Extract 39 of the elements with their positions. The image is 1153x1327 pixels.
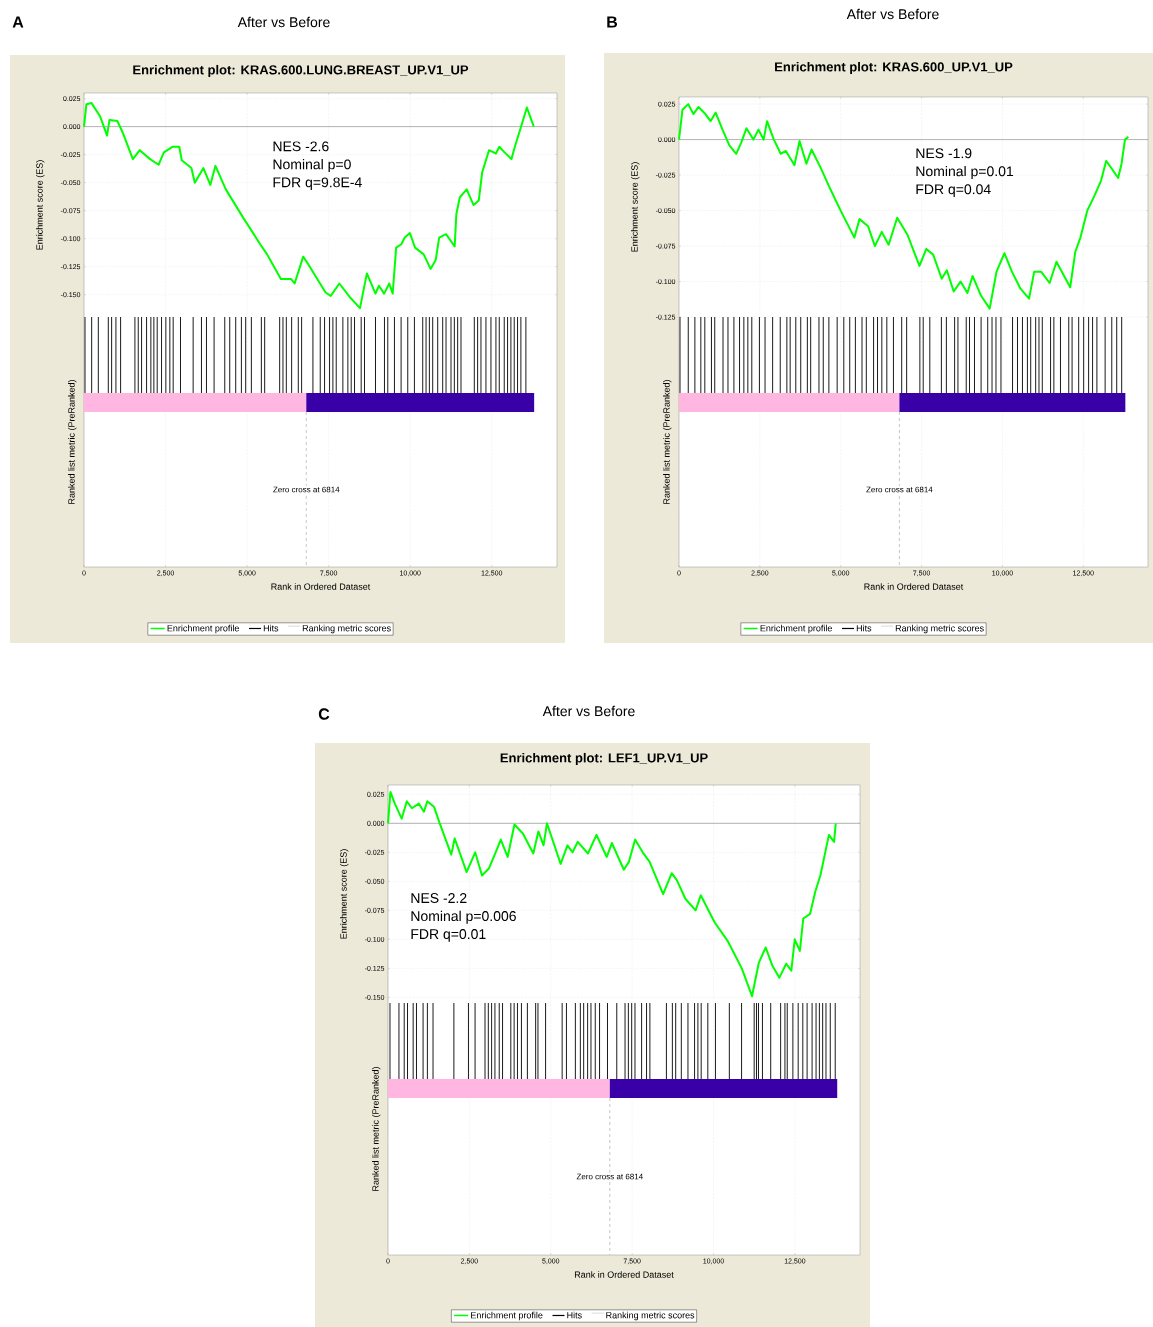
annotation: FDR q=0.04	[916, 184, 991, 197]
ref-line-label: Zero cross at 6814	[576, 1173, 643, 1180]
chart-title: After vs Before	[542, 705, 635, 717]
chart-subtitle: Enrichment plot: KRAS.600.LUNG.BREAST_UP.V1_UP	[133, 64, 469, 78]
annotation: FDR q=9.8E-4	[273, 177, 362, 191]
chart-subtitle: Enrichment plot: LEF1_UP.V1_UP	[500, 752, 708, 766]
y-axis-title: Enrichment score (ES)	[631, 162, 640, 252]
text: Ranked list metric (PreRanked)	[68, 380, 77, 504]
x-axis-title: Rank in Ordered Dataset	[271, 583, 371, 590]
annotation: NES -2.2	[411, 893, 467, 904]
text: Hits	[856, 624, 872, 632]
text: A	[12, 16, 24, 28]
annotation: Nominal p=0.01	[916, 165, 1014, 179]
chart-title: After vs Before	[237, 16, 330, 28]
text: Ranking metric scores	[606, 1311, 695, 1321]
ref-line-label: Zero cross at 6814	[866, 486, 933, 493]
legend-label: Enrichment profile	[760, 624, 832, 634]
text: B	[607, 16, 618, 28]
annotation: NES -1.9	[916, 148, 972, 159]
text: Hits	[567, 1311, 582, 1319]
legend-label: Enrichment profile	[167, 624, 239, 634]
ref-line-label: Zero cross at 6814	[273, 486, 340, 493]
y-axis-title: Enrichment score (ES)	[36, 160, 45, 250]
chart-subtitle: Enrichment plot: KRAS.600_UP.V1_UP	[775, 61, 1013, 75]
chart-title: After vs Before	[846, 8, 939, 20]
legend-label: Enrichment profile	[471, 1311, 543, 1321]
x-axis-title: Rank in Ordered Dataset	[864, 583, 964, 590]
text: C	[318, 708, 330, 720]
text: Ranked list metric (PreRanked)	[372, 1067, 381, 1191]
annotation: Nominal p=0.006	[411, 910, 516, 924]
y-axis-title: Enrichment score (ES)	[340, 849, 349, 939]
x-axis-title: Rank in Ordered Dataset	[574, 1271, 674, 1278]
annotation: FDR q=0.01	[411, 929, 486, 942]
annotation: Nominal p=0	[273, 159, 351, 173]
text: Ranking metric scores	[895, 624, 984, 634]
annotation: NES -2.6	[273, 141, 329, 152]
text: Ranked list metric (PreRanked)	[663, 380, 672, 504]
text: Ranking metric scores	[302, 624, 391, 634]
text: Hits	[263, 624, 279, 632]
